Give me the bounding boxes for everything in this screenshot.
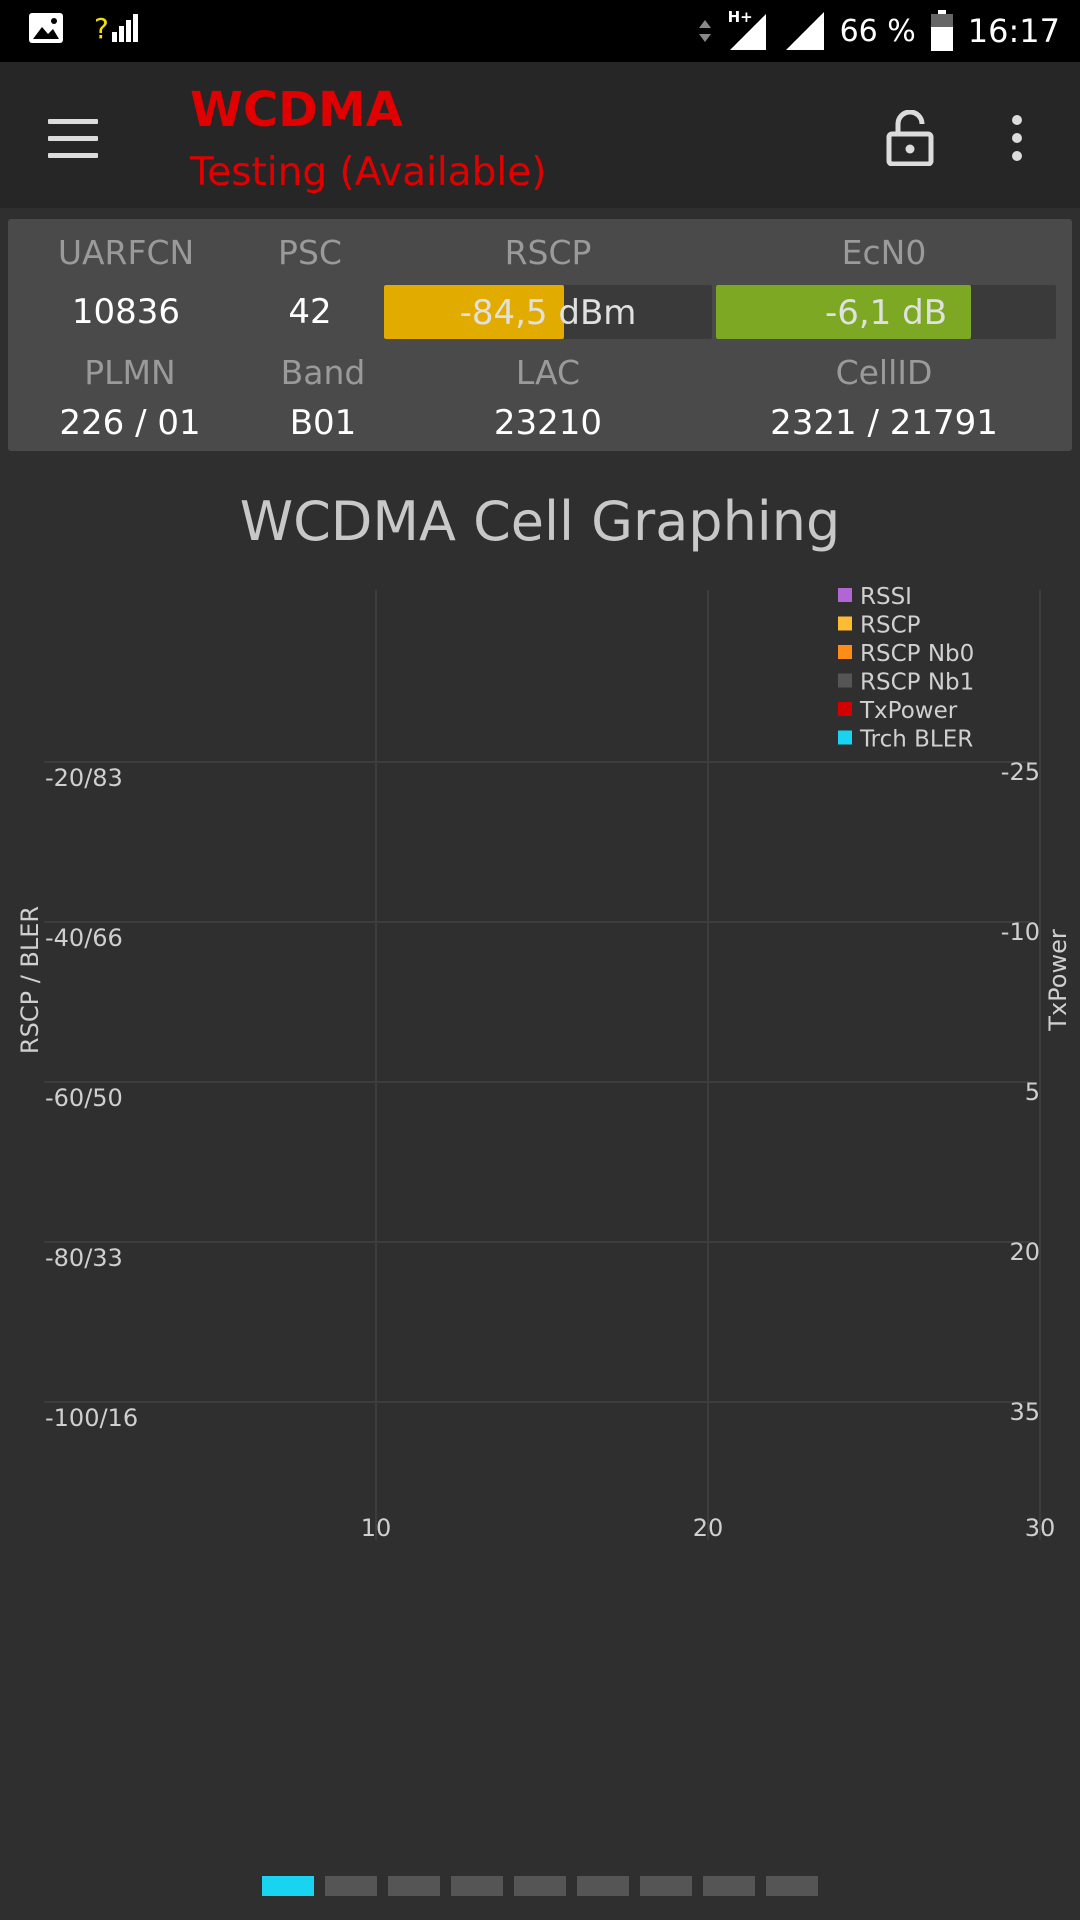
cell-graph-chart[interactable]: -20/83 -40/66 -60/50 -80/33 -100/16 -25 -10 5 20… bbox=[0, 580, 1080, 1580]
unlock-icon[interactable] bbox=[886, 110, 934, 166]
app-subtitle: Testing (Available) bbox=[190, 150, 547, 195]
plmn-label: PLMN bbox=[84, 353, 176, 392]
legend-swatch bbox=[838, 645, 852, 659]
page-indicator bbox=[262, 1876, 818, 1896]
ecn0-value: -6,1 dB bbox=[824, 293, 948, 333]
y2-tick-label: 20 bbox=[1009, 1238, 1040, 1266]
signal-hplus-icon: H+ bbox=[726, 8, 770, 52]
legend-swatch bbox=[838, 730, 852, 745]
clock: 16:17 bbox=[967, 12, 1060, 50]
legend-label: RSSI bbox=[860, 584, 912, 610]
ecn0-meter: -6,1 dB bbox=[716, 285, 1056, 339]
rscp-value: -84,5 dBm bbox=[459, 293, 637, 333]
page-dot[interactable] bbox=[577, 1876, 629, 1896]
rscp-meter: -84,5 dBm bbox=[384, 285, 712, 339]
page-dot[interactable] bbox=[388, 1876, 440, 1896]
psc-label: PSC bbox=[278, 233, 342, 272]
ecn0-label: EcN0 bbox=[841, 233, 927, 272]
y-tick-label: -20/83 bbox=[45, 764, 123, 792]
y2-axis-label: TxPower bbox=[1044, 929, 1072, 1032]
hamburger-menu-icon[interactable] bbox=[48, 119, 98, 159]
y2-tick-label: 5 bbox=[1025, 1078, 1040, 1106]
y2-tick-label: -25 bbox=[1001, 758, 1040, 786]
legend-swatch bbox=[838, 616, 852, 631]
x-tick-label: 30 bbox=[1025, 1514, 1056, 1542]
page-dot[interactable] bbox=[325, 1876, 377, 1896]
battery-icon bbox=[930, 10, 953, 51]
cell-info-panel: UARFCN PSC RSCP EcN0 10836 42 -84,5 dBm … bbox=[8, 219, 1072, 451]
legend-label: TxPower bbox=[859, 698, 958, 724]
y-tick-label: -80/33 bbox=[45, 1244, 123, 1272]
status-bar: ? H+ 66 % 16:17 bbox=[0, 0, 1080, 62]
band-label: Band bbox=[280, 353, 366, 392]
legend-swatch bbox=[838, 588, 852, 602]
x-tick-label: 10 bbox=[361, 1514, 392, 1542]
legend-label: RSCP bbox=[860, 613, 921, 639]
page-dot[interactable] bbox=[766, 1876, 818, 1896]
app-title: WCDMA bbox=[190, 82, 403, 138]
band-value: B01 bbox=[289, 403, 357, 443]
y-tick-label: -100/16 bbox=[45, 1404, 138, 1432]
uarfcn-value: 10836 bbox=[71, 292, 181, 332]
page-dot[interactable] bbox=[514, 1876, 566, 1896]
plmn-value: 226 / 01 bbox=[59, 403, 201, 443]
ecn0-meter-fill bbox=[716, 285, 971, 339]
uarfcn-label: UARFCN bbox=[57, 233, 195, 272]
lac-label: LAC bbox=[515, 353, 581, 392]
legend-swatch bbox=[838, 702, 852, 716]
legend-label: Trch BLER bbox=[859, 727, 973, 753]
page-dot[interactable] bbox=[703, 1876, 755, 1896]
legend-label: RSCP Nb1 bbox=[860, 670, 974, 696]
rscp-meter-fill bbox=[384, 285, 565, 339]
legend-label: RSCP Nb0 bbox=[860, 641, 974, 667]
network-type: H+ bbox=[727, 8, 753, 26]
data-activity-icon bbox=[698, 20, 711, 42]
no-sim-signal-icon: ? bbox=[94, 12, 138, 44]
cellid-value: 2321 / 21791 bbox=[770, 403, 998, 443]
cellid-label: CellID bbox=[835, 353, 933, 392]
y-tick-label: -40/66 bbox=[45, 924, 123, 952]
y2-tick-label: -10 bbox=[1001, 918, 1040, 946]
gallery-notification-icon bbox=[29, 13, 63, 43]
page-dot[interactable] bbox=[262, 1876, 314, 1896]
psc-value: 42 bbox=[288, 292, 332, 332]
battery-percentage: 66 % bbox=[839, 13, 916, 49]
lac-value: 23210 bbox=[493, 403, 603, 443]
more-options-icon[interactable] bbox=[1012, 115, 1026, 169]
y-axis-label: RSCP / BLER bbox=[16, 906, 44, 1054]
page-dot[interactable] bbox=[640, 1876, 692, 1896]
app-bar: WCDMA Testing (Available) bbox=[0, 62, 1080, 208]
y2-tick-label: 35 bbox=[1009, 1398, 1040, 1426]
rscp-label: RSCP bbox=[504, 233, 592, 272]
legend-swatch bbox=[838, 673, 852, 688]
svg-text:?: ? bbox=[94, 12, 109, 44]
signal-strength-icon bbox=[785, 12, 824, 50]
chart-title: WCDMA Cell Graphing bbox=[239, 490, 841, 553]
y-tick-label: -60/50 bbox=[45, 1084, 123, 1112]
x-tick-label: 20 bbox=[693, 1514, 724, 1542]
page-dot[interactable] bbox=[451, 1876, 503, 1896]
